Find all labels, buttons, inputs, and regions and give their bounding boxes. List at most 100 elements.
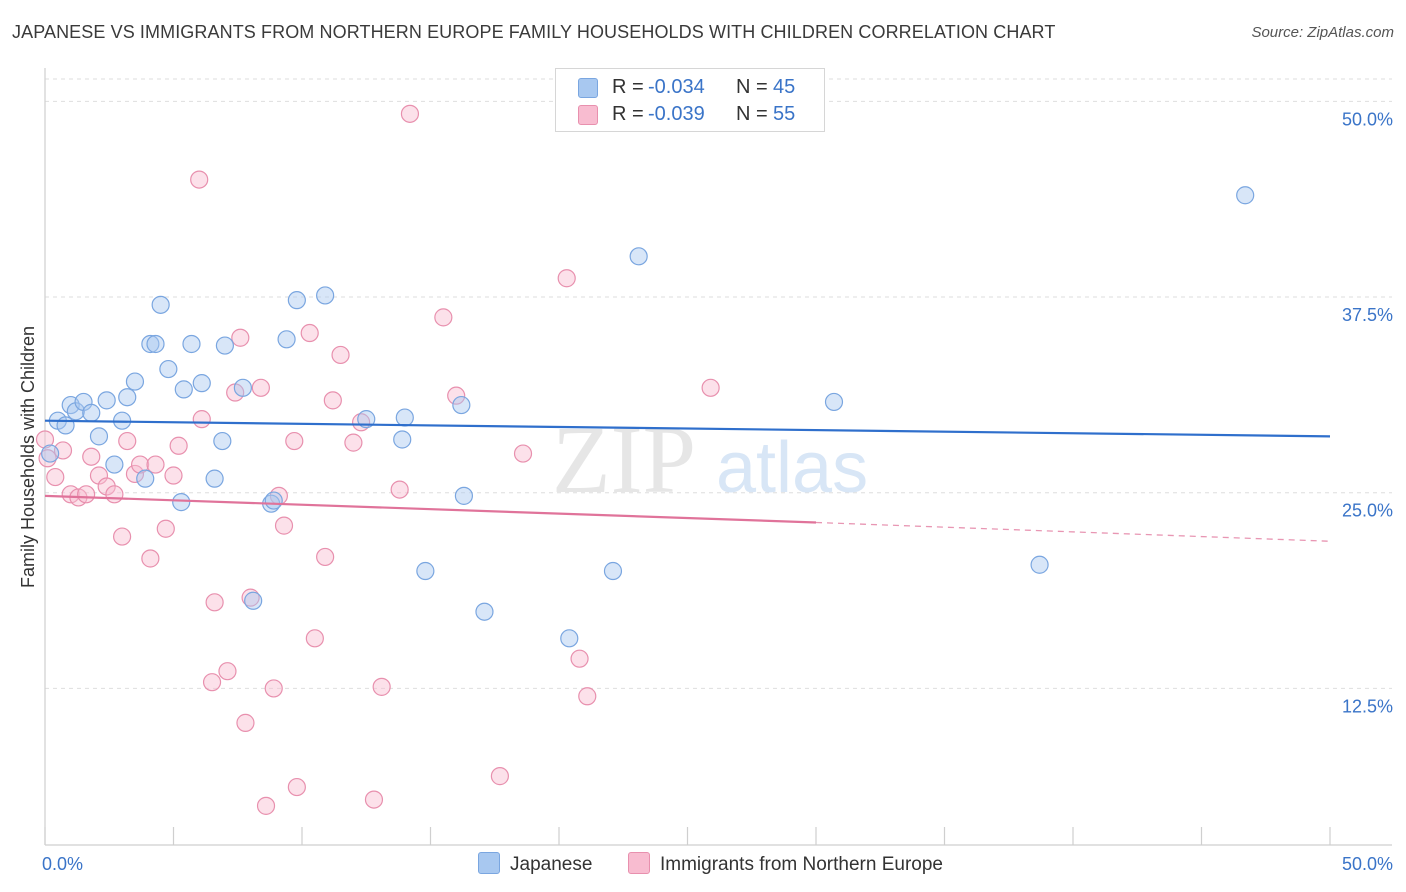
legend: R = -0.034 N = 45 R = -0.039 N = 55 (555, 68, 825, 132)
point-immigrants (141, 549, 160, 568)
point-japanese (452, 395, 471, 415)
point-japanese (213, 431, 232, 451)
point-japanese (172, 493, 191, 512)
point-japanese (264, 491, 283, 510)
point-immigrants (38, 449, 57, 468)
legend-n-value: 55 (773, 103, 796, 125)
point-japanese (393, 430, 412, 449)
point-immigrants (701, 378, 720, 397)
point-japanese (357, 410, 376, 429)
point-japanese (66, 402, 85, 421)
bottom-legend-label-japanese: Japanese (510, 854, 593, 875)
point-japanese (416, 561, 435, 581)
point-immigrants (35, 430, 55, 449)
point-immigrants (331, 345, 350, 365)
y-tick-label: 37.5% (1342, 305, 1393, 325)
point-japanese (151, 295, 170, 314)
point-japanese (244, 591, 263, 610)
point-immigrants (305, 629, 324, 648)
point-japanese (215, 336, 234, 355)
point-japanese (475, 602, 494, 621)
x-tick-label-min: 0.0% (42, 854, 83, 874)
legend-r-label: R = (612, 76, 644, 98)
point-immigrants (236, 713, 255, 732)
legend-n-value: 45 (773, 76, 796, 98)
point-immigrants (130, 455, 150, 474)
point-immigrants (274, 516, 294, 535)
point-immigrants (364, 790, 384, 809)
legend-r-label: R = (612, 103, 644, 125)
point-immigrants (490, 767, 509, 786)
point-immigrants (146, 455, 165, 474)
point-japanese (141, 334, 160, 354)
y-tick-label: 12.5% (1342, 696, 1393, 716)
point-immigrants (287, 777, 306, 797)
point-japanese (82, 403, 101, 422)
legend-n-label: N = (736, 76, 768, 98)
legend-r-value: -0.034 (648, 76, 705, 98)
point-japanese (56, 416, 75, 435)
legend-r-value: -0.039 (648, 103, 705, 125)
point-immigrants (218, 662, 237, 681)
point-japanese (824, 392, 844, 412)
point-japanese (205, 469, 224, 488)
watermark-zip: ZIP (552, 406, 696, 513)
y-axis-label: Family Households with Children (18, 326, 38, 588)
watermark: ZIP atlas (552, 406, 868, 513)
point-immigrants (372, 677, 391, 696)
source-credit: Source: ZipAtlas.com (1251, 24, 1394, 41)
point-japanese (174, 380, 193, 399)
point-japanese (287, 291, 306, 310)
point-immigrants (513, 444, 533, 463)
point-immigrants (264, 679, 283, 698)
point-japanese (316, 286, 335, 305)
point-immigrants (231, 328, 250, 347)
point-immigrants (77, 485, 96, 504)
axes (44, 68, 1392, 846)
point-immigrants (202, 673, 222, 692)
point-immigrants (156, 519, 175, 538)
point-immigrants (323, 391, 342, 410)
watermark-atlas: atlas (716, 428, 868, 508)
point-immigrants (285, 431, 304, 451)
point-immigrants (82, 447, 101, 466)
point-japanese (41, 444, 60, 463)
legend-swatch-immigrants (578, 105, 598, 125)
point-immigrants (169, 436, 188, 455)
point-japanese (629, 247, 648, 266)
point-japanese (1236, 186, 1255, 205)
point-immigrants (46, 467, 65, 487)
point-immigrants (300, 323, 319, 343)
point-immigrants (352, 413, 371, 432)
trendline-immigrants-extension (815, 521, 1331, 542)
point-japanese (136, 469, 155, 488)
point-japanese (277, 330, 296, 349)
point-japanese (395, 408, 414, 427)
point-immigrants (190, 170, 209, 189)
trend-lines (44, 419, 1331, 542)
point-japanese (560, 629, 579, 648)
point-immigrants (125, 464, 145, 484)
point-immigrants (570, 649, 589, 668)
point-immigrants (256, 796, 276, 815)
point-japanese (192, 374, 211, 393)
point-japanese (454, 486, 474, 505)
axis-labels: 12.5% 25.0% 37.5% 50.0% 0.0% 50.0% Family Hous… (18, 109, 1393, 874)
bottom-legend-swatch-japanese (478, 852, 500, 874)
trendline-japanese (44, 419, 1331, 438)
point-japanese (118, 388, 137, 407)
point-immigrants (112, 527, 132, 546)
point-japanese (97, 391, 116, 410)
point-immigrants (97, 477, 116, 496)
point-immigrants (578, 687, 597, 706)
bottom-legend-swatch-immigrants (628, 852, 650, 874)
point-japanese (146, 334, 165, 354)
point-immigrants (164, 466, 183, 485)
point-immigrants (557, 269, 576, 288)
point-immigrants (105, 485, 124, 504)
x-tick-label-max: 50.0% (1342, 854, 1393, 874)
point-japanese (603, 561, 623, 581)
point-immigrants (251, 378, 270, 397)
legend-swatch-japanese (578, 78, 598, 98)
